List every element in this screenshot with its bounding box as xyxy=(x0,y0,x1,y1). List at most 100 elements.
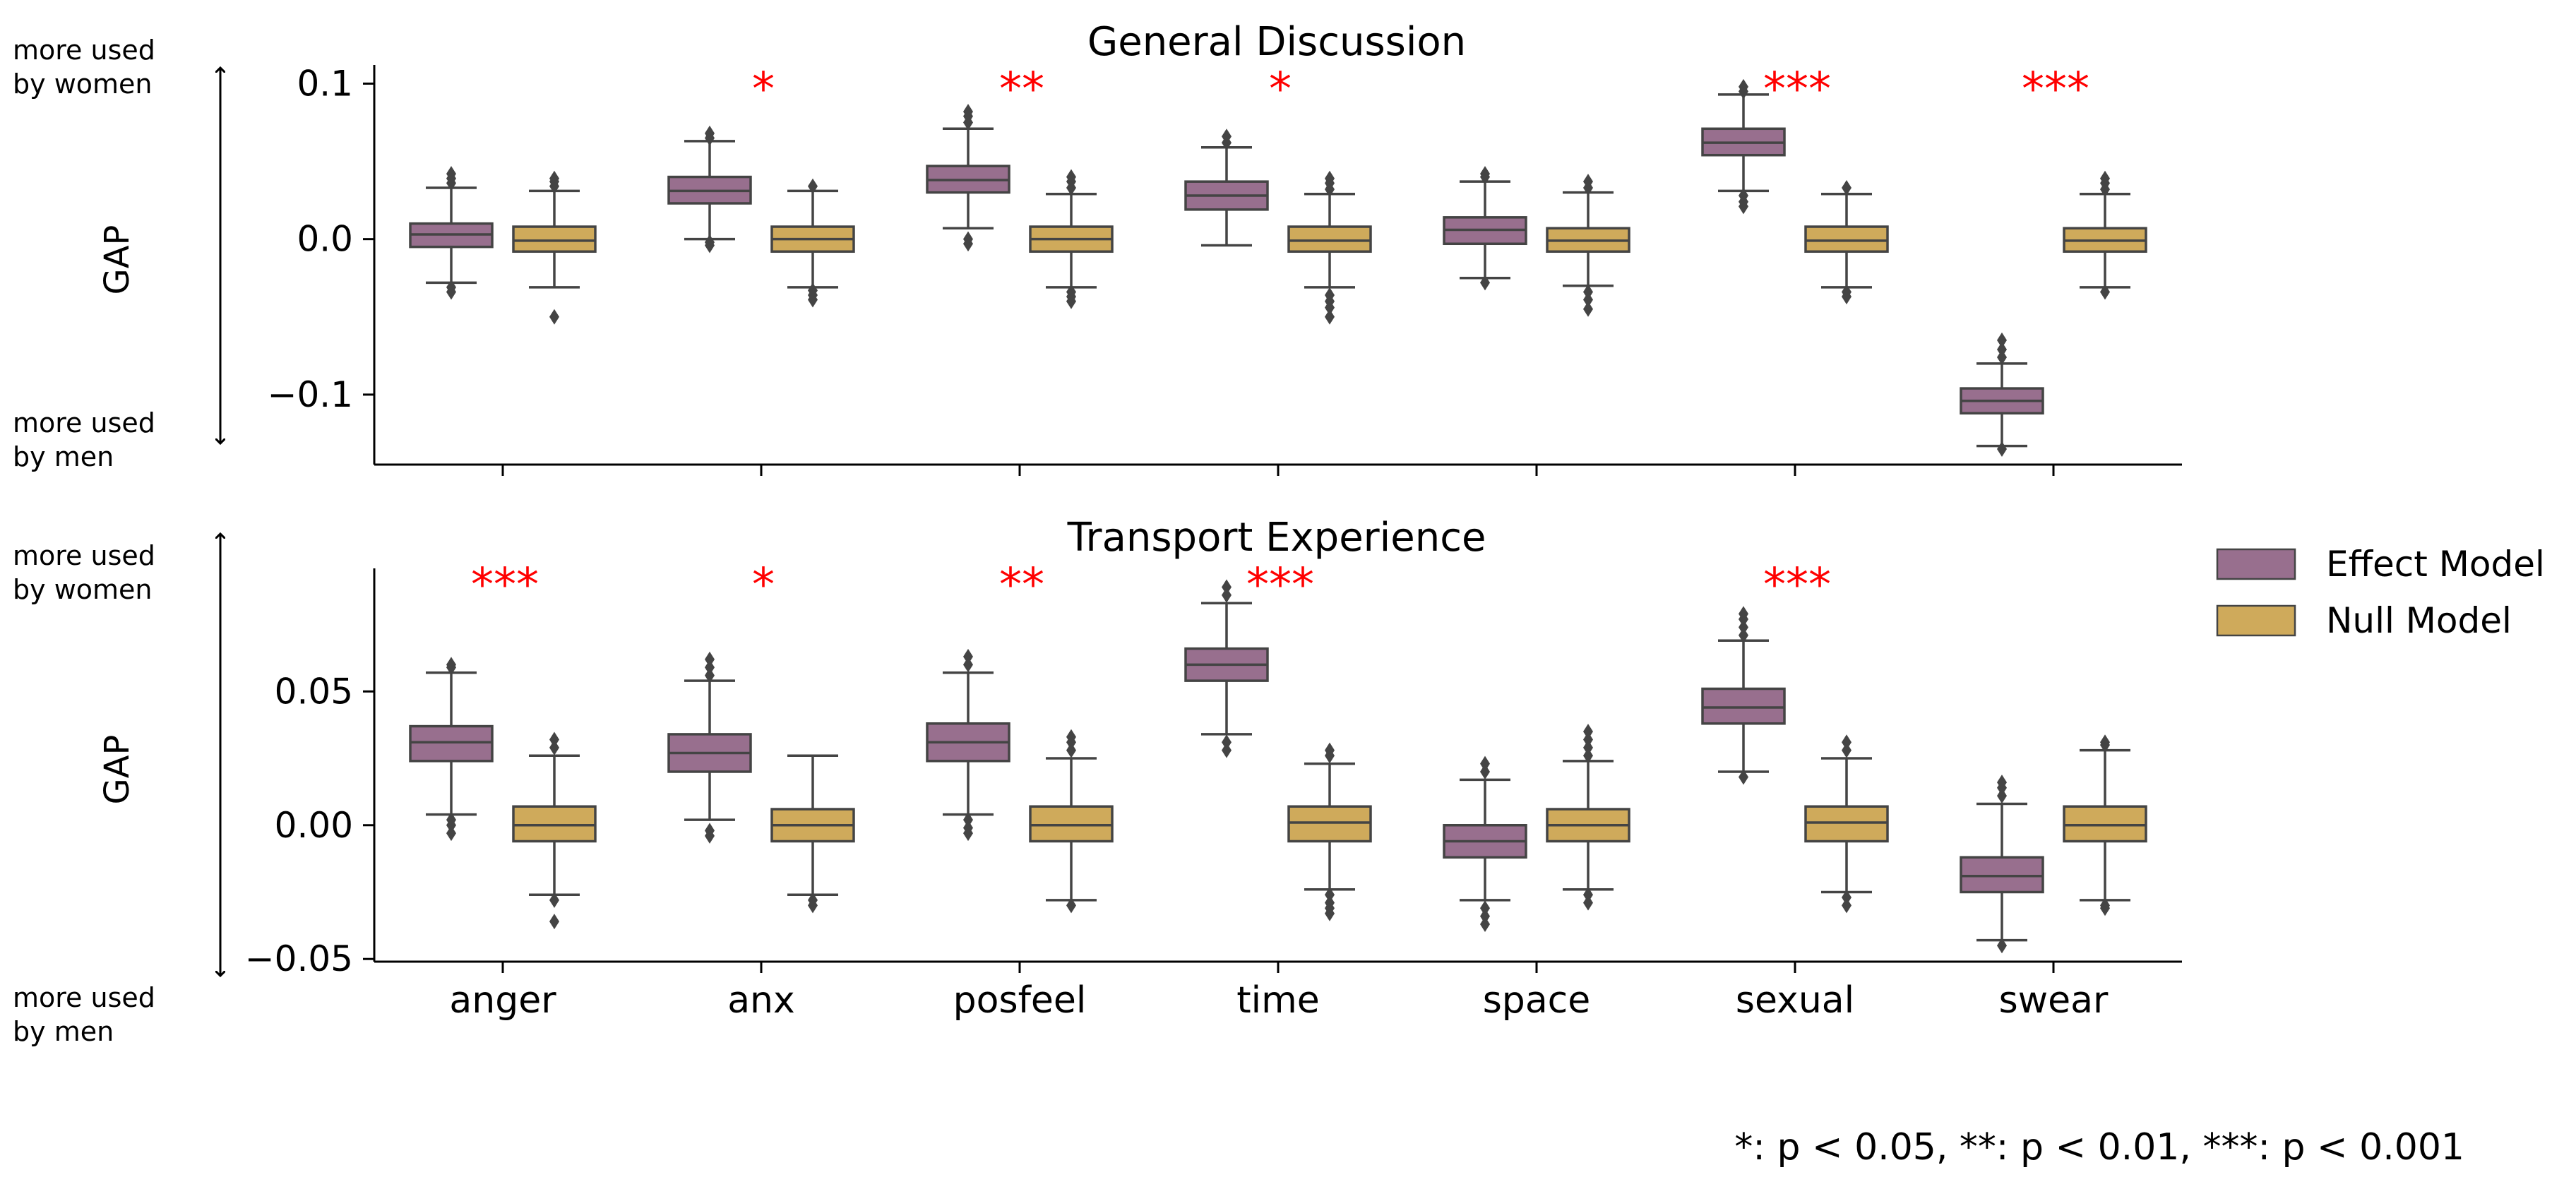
null-box-sexual xyxy=(1804,734,1889,914)
x-tick-label: anx xyxy=(727,979,795,1022)
significance-marker: ** xyxy=(999,64,1044,116)
outlier-point xyxy=(1583,887,1593,903)
outlier-point xyxy=(1583,739,1593,755)
outlier-point xyxy=(2100,284,2110,300)
box-iqr xyxy=(1804,805,1889,843)
outlier-point xyxy=(1222,129,1232,145)
outlier-point xyxy=(1480,900,1490,916)
outlier-point xyxy=(1739,606,1748,622)
null-box-anger xyxy=(512,170,597,325)
outlier-point xyxy=(1480,763,1490,779)
outlier-point xyxy=(1222,587,1232,603)
y-tick-label: −0.05 xyxy=(245,938,353,979)
direction-label-top-line2-panel1: by women xyxy=(13,68,153,100)
outlier-point xyxy=(1222,734,1232,751)
y-tick-label: 0.05 xyxy=(275,671,353,712)
outlier-point xyxy=(808,897,818,914)
x-tick-label: space xyxy=(1483,979,1591,1022)
effect-box-sexual xyxy=(1701,606,1786,785)
outlier-point xyxy=(1739,769,1748,785)
effect-box-sexual xyxy=(1701,78,1786,215)
panel-title-general-discussion: General Discussion xyxy=(1087,19,1466,65)
outlier-point xyxy=(1583,284,1593,300)
outlier-point xyxy=(446,817,456,833)
outlier-point xyxy=(1997,441,2007,457)
box-iqr xyxy=(409,724,494,763)
outlier-point xyxy=(1997,349,2007,366)
outlier-point xyxy=(1480,908,1490,924)
outlier-point xyxy=(808,292,818,308)
effect-box-posfeel xyxy=(926,649,1010,842)
outlier-point xyxy=(963,104,973,120)
null-box-anx xyxy=(770,178,855,308)
box-iqr xyxy=(1701,687,1786,725)
effect-box-time xyxy=(1184,579,1269,758)
direction-label-bottom-line1-panel1: more used xyxy=(13,407,155,438)
outlier-point xyxy=(1997,332,2007,348)
outlier-point xyxy=(1997,775,2007,791)
outlier-point xyxy=(549,731,559,748)
y-tick-label: 0.00 xyxy=(275,805,353,846)
outlier-point xyxy=(1583,174,1593,190)
significance-marker: *** xyxy=(2022,64,2089,116)
effect-box-time xyxy=(1184,129,1269,247)
outlier-point xyxy=(1739,627,1748,643)
outlier-point xyxy=(446,284,456,300)
x-tick-label: posfeel xyxy=(953,979,1087,1022)
outlier-point xyxy=(1842,179,1852,196)
significance-marker: *** xyxy=(471,559,539,611)
x-tick-label: sexual xyxy=(1736,979,1854,1022)
outlier-point xyxy=(963,812,973,828)
box-iqr xyxy=(1804,225,1889,253)
outlier-point xyxy=(808,178,818,194)
box-iqr xyxy=(1287,225,1372,253)
box-iqr xyxy=(512,805,597,843)
y-tick-label: 0.1 xyxy=(297,63,353,104)
null-box-time xyxy=(1287,742,1372,921)
effect-box-anger xyxy=(409,657,494,842)
direction-label-bottom-line2-panel1: by men xyxy=(13,441,114,472)
null-box-swear xyxy=(2063,170,2147,300)
panel-title-transport-experience: Transport Experience xyxy=(1067,515,1486,561)
outlier-point xyxy=(1480,755,1490,772)
effect-box-anger xyxy=(409,166,494,300)
null-box-sexual xyxy=(1804,179,1889,305)
effect-box-swear xyxy=(1960,332,2044,457)
legend: Effect Model Null Model xyxy=(2216,544,2545,641)
legend-label-null-model: Null Model xyxy=(2326,600,2512,641)
outlier-point xyxy=(1325,905,1335,921)
legend-label-effect-model: Effect Model xyxy=(2326,544,2545,585)
direction-label-top-line1-panel2: more used xyxy=(13,540,155,571)
y-tick-label: 0.0 xyxy=(297,219,353,260)
outlier-point xyxy=(705,828,715,844)
outlier-point xyxy=(705,667,715,683)
outlier-point xyxy=(1739,78,1748,95)
effect-box-anx xyxy=(667,651,752,844)
outlier-point xyxy=(1480,916,1490,932)
plot-area-general-discussion: 0.10.0−0.1* ** * *** *** xyxy=(268,63,2182,476)
x-tick-label: swear xyxy=(1999,979,2109,1022)
outlier-point xyxy=(446,825,456,842)
null-box-anger xyxy=(512,731,597,930)
significance-footnote: *: p < 0.05, **: p < 0.01, ***: p < 0.00… xyxy=(1734,1126,2464,1169)
outlier-point xyxy=(1222,742,1232,758)
significance-marker: *** xyxy=(1763,64,1831,116)
outlier-point xyxy=(1842,289,1852,305)
outlier-point xyxy=(1997,938,2007,954)
outlier-point xyxy=(1997,342,2007,358)
effect-box-swear xyxy=(1960,775,2044,954)
outlier-point xyxy=(1325,887,1335,903)
outlier-point xyxy=(1583,292,1593,308)
outlier-point xyxy=(1066,729,1076,745)
outlier-point xyxy=(549,914,559,930)
outlier-point xyxy=(549,309,559,325)
outlier-point xyxy=(705,125,715,141)
effect-box-anx xyxy=(667,125,752,253)
outlier-point xyxy=(2100,900,2110,916)
significance-marker: *** xyxy=(1246,559,1314,611)
legend-swatch-effect-model xyxy=(2216,548,2296,580)
null-box-anx xyxy=(770,754,855,914)
null-box-space xyxy=(1546,174,1630,317)
outlier-point xyxy=(1583,724,1593,740)
